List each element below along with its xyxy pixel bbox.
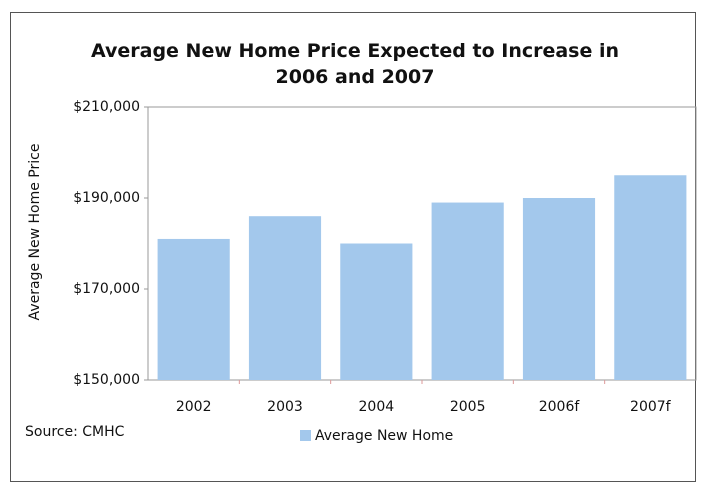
plot-area: [147, 106, 697, 381]
bar: [614, 175, 687, 380]
bar: [431, 202, 504, 380]
bar: [157, 238, 230, 380]
y-axis-label: Average New Home Price: [27, 144, 43, 321]
bar: [522, 198, 596, 380]
source: Source: CMHC: [25, 424, 125, 440]
y-tick-label: $210,000: [73, 99, 140, 115]
x-tick-label: 2006f: [539, 399, 581, 415]
x-tick-label: 2002: [176, 399, 212, 415]
bar: [340, 243, 413, 380]
chart-title: Average New Home Price Expected to Incre…: [90, 40, 620, 88]
x-tick-label: 2003: [267, 399, 303, 415]
y-tick-label: $150,000: [73, 372, 140, 388]
x-tick-label: 2004: [359, 399, 395, 415]
legend-swatch: [300, 430, 311, 441]
y-tick-label: $170,000: [73, 281, 140, 297]
x-tick-label: 2007f: [630, 399, 672, 415]
legend-label: Average New Home: [315, 428, 453, 444]
bar: [248, 216, 322, 380]
x-tick-label: 2005: [450, 399, 486, 415]
y-tick-label: $190,000: [73, 190, 140, 206]
